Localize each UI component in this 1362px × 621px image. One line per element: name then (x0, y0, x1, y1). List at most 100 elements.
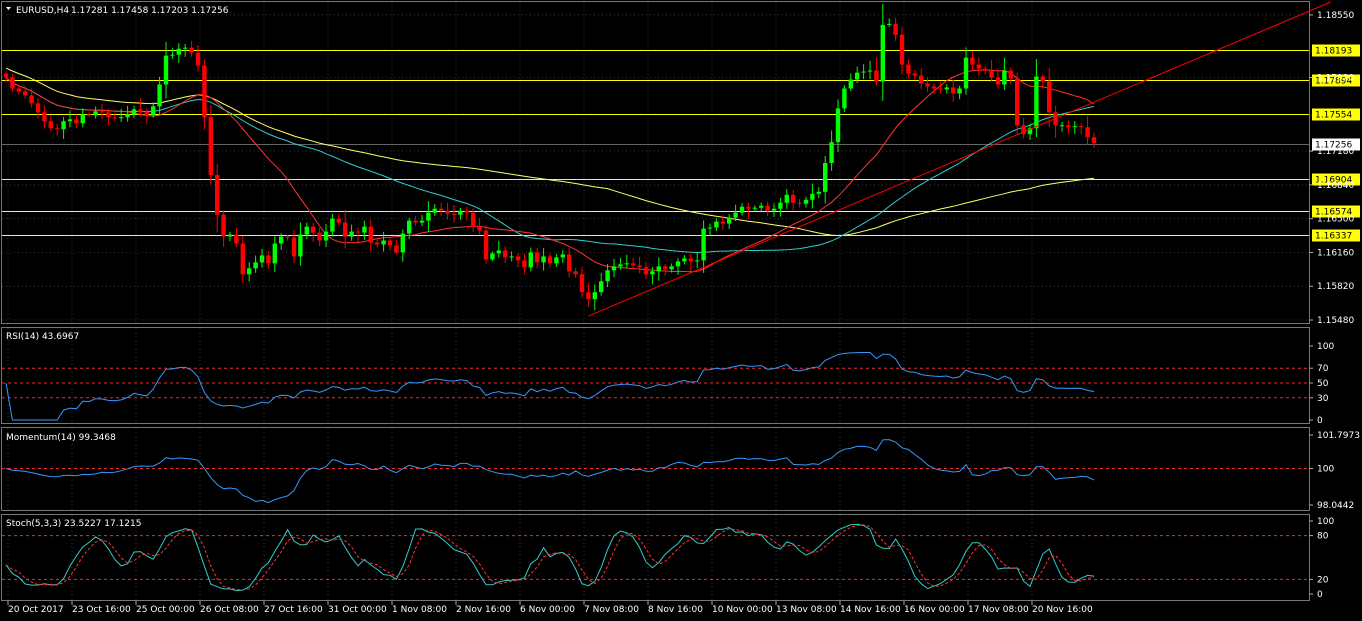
indicator-tick-label: 0 (1317, 590, 1323, 600)
momentum-pane[interactable]: 101.7973 100 98.0442 Momentum(14) 99.3468 (1, 427, 1360, 512)
time-tick-label: 2 Nov 16:00 (456, 605, 511, 615)
time-tick-label: 7 Nov 08:00 (584, 605, 639, 615)
candle-body (272, 243, 277, 264)
candle-body (893, 23, 898, 35)
stoch-main-path (5, 523, 1095, 592)
level-tag (1312, 108, 1360, 121)
rsi-line (5, 352, 1095, 421)
candle-body (771, 208, 777, 211)
candle-body (963, 57, 969, 89)
candle-body (970, 57, 975, 65)
candle-body (227, 234, 233, 237)
candle-body (791, 194, 796, 203)
time-tick-label: 16 Nov 00:00 (904, 605, 965, 615)
candle-body (759, 205, 764, 208)
candle-body (266, 255, 271, 264)
candle-body (573, 271, 578, 275)
candle-body (503, 250, 508, 258)
rsi-grid (2, 328, 1309, 423)
candle-body (509, 256, 514, 258)
time-tick-label: 13 Nov 08:00 (776, 605, 837, 615)
candle-body (746, 206, 751, 209)
candle-body (823, 162, 828, 192)
candle-body (643, 267, 649, 275)
candle-body (656, 266, 661, 272)
rsi-title: RSI(14) 43.6967 (6, 332, 79, 342)
candle-body (931, 86, 937, 89)
candle-body (10, 77, 15, 89)
candle-body (995, 77, 1001, 85)
candle-body (797, 202, 802, 204)
candle-body (829, 142, 834, 163)
candle-body (720, 221, 725, 224)
candle-body (695, 260, 700, 262)
candle-body (381, 240, 386, 245)
candle-body (183, 47, 188, 49)
candle-body (93, 111, 98, 116)
candle-body (131, 109, 137, 115)
indicator-tick-label: 20 (1317, 575, 1329, 585)
candle-body (234, 234, 239, 244)
candle-body (1040, 76, 1045, 82)
menu-triangle-icon[interactable] (6, 7, 11, 10)
candle-body (419, 220, 425, 223)
candle-body (1066, 125, 1071, 128)
candle-body (515, 256, 521, 261)
candle-body (445, 210, 450, 214)
candle-body (285, 236, 290, 238)
ohlc-label: 1.17281 1.17458 1.17203 1.17256 (71, 6, 229, 16)
stoch-pane[interactable]: 100 80 20 0 Stoch(5,3,3) 23.5227 17.1215 (1, 514, 1335, 601)
candle-body (1085, 127, 1090, 138)
candle-body (1027, 128, 1033, 135)
candle-body (803, 199, 809, 204)
candle-body (1072, 126, 1077, 128)
candle-body (439, 208, 444, 211)
candle-body (631, 263, 636, 266)
current-price-tag (1312, 138, 1360, 151)
candle-body (765, 205, 770, 211)
candle-body (195, 52, 201, 66)
candle-body (1002, 70, 1007, 85)
indicator-tick-label: 100 (1317, 465, 1334, 475)
price-tick-label: 1.17920 (1317, 74, 1354, 84)
candle-body (259, 255, 265, 263)
candle-body (707, 227, 713, 229)
chart-header: EURUSD,H4 1.17281 1.17458 1.17203 1.1725… (6, 6, 229, 16)
indicator-tick-label: 101.7973 (1317, 431, 1360, 441)
candle-body (778, 202, 783, 209)
candle-body (157, 84, 162, 107)
candle-body (912, 73, 917, 76)
candle-body (394, 245, 399, 253)
symbol-label: EURUSD,H4 (16, 6, 69, 16)
ma-slow-line (5, 67, 1095, 237)
price-pane[interactable]: 1.18193 1.17894 1.17554 1.16904 1.16574 1.163… (1, 1, 1361, 327)
indicator-tick-label: 80 (1317, 532, 1329, 542)
candle-body (816, 191, 821, 194)
candle-body (675, 261, 681, 267)
candle-body (253, 262, 258, 269)
candle-body (106, 112, 111, 118)
current-price-label: 1.17256 (1315, 141, 1352, 151)
candle-body (976, 64, 981, 69)
time-tick-label: 17 Nov 08:00 (968, 605, 1029, 615)
candle-body (624, 263, 629, 265)
candle-body (138, 109, 143, 113)
candle-body (349, 231, 354, 237)
candle-body (61, 121, 66, 130)
trendline-line (588, 1, 1331, 317)
candle-body (957, 88, 962, 94)
candle-body (464, 210, 469, 213)
candle-body (663, 266, 668, 270)
candle-body (1059, 125, 1065, 127)
candle-body (311, 226, 316, 233)
candle-body (471, 212, 476, 227)
price-tick-label: 1.16840 (1317, 181, 1354, 191)
time-tick-label: 20 Oct 2017 (8, 605, 64, 615)
rsi-axis: 100 70 50 30 0 (1309, 342, 1334, 426)
stoch-title: Stoch(5,3,3) 23.5227 17.1215 (6, 519, 141, 529)
ma-fast-line (5, 69, 1095, 273)
level-tag (1312, 229, 1360, 242)
candle-body (535, 252, 540, 263)
rsi-pane[interactable]: 100 70 50 30 0 RSI(14) 43.6967 (1, 327, 1335, 427)
